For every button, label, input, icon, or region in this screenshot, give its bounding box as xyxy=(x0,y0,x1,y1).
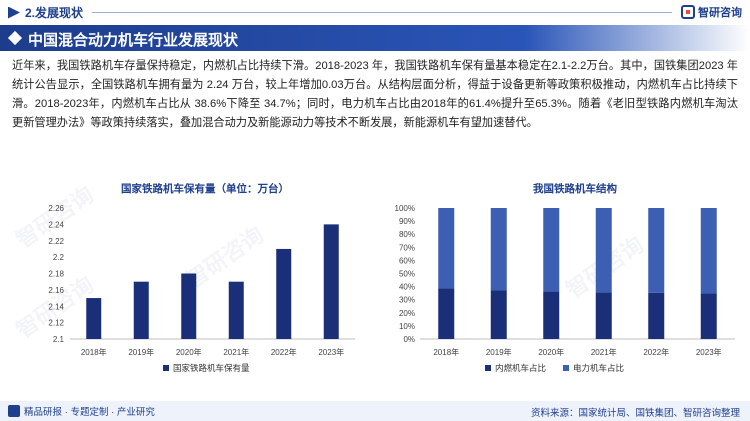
bar-segment xyxy=(595,292,612,339)
y-tick-label: 2.18 xyxy=(48,270,64,279)
y-tick-label: 2.2 xyxy=(53,253,65,262)
bar xyxy=(86,298,102,339)
legend-label: 国家铁路机车保有量 xyxy=(173,363,250,373)
bar-segment xyxy=(543,208,560,292)
brand-name: 智研咨询 xyxy=(698,7,742,19)
y-tick-label: 10% xyxy=(399,322,415,331)
bar-segment xyxy=(700,293,717,339)
divider xyxy=(92,12,672,13)
x-tick-label: 2022年 xyxy=(271,347,297,357)
y-tick-label: 20% xyxy=(399,309,415,318)
x-tick-label: 2020年 xyxy=(176,347,202,357)
x-tick-label: 2021年 xyxy=(223,347,249,357)
brand-logo-icon xyxy=(681,5,695,19)
legend-swatch xyxy=(163,365,169,371)
x-tick-label: 2018年 xyxy=(433,347,459,357)
y-tick-label: 2.16 xyxy=(48,286,64,295)
bar-segment xyxy=(438,208,455,289)
x-tick-label: 2019年 xyxy=(128,347,154,357)
x-tick-label: 2021年 xyxy=(591,347,617,357)
x-tick-label: 2023年 xyxy=(696,347,722,357)
x-tick-label: 2018年 xyxy=(81,347,107,357)
footer-left: 精品研报 · 专题定制 · 产业研究 xyxy=(8,404,155,418)
bar xyxy=(181,273,197,339)
legend-label: 电力机车占比 xyxy=(573,363,624,373)
bar-segment xyxy=(490,208,507,291)
bar-segment xyxy=(648,292,665,339)
y-tick-label: 90% xyxy=(399,217,415,226)
bar-segment xyxy=(438,288,455,339)
y-tick-label: 2.14 xyxy=(48,302,64,311)
bar-segment xyxy=(648,208,665,293)
body-paragraph: 近年来，我国铁路机车存量保持稳定，内燃机占比持续下滑。2018-2023 年，我… xyxy=(12,60,738,129)
source-note: 资料来源：国家统计局、国铁集团、智研咨询整理 xyxy=(530,408,740,419)
y-tick-label: 100% xyxy=(395,204,415,213)
top-bar: 2.发展现状 智研咨询 xyxy=(0,0,750,24)
bar xyxy=(323,224,339,339)
y-tick-label: 2.22 xyxy=(48,237,64,246)
legend-swatch xyxy=(485,365,491,371)
y-tick-label: 60% xyxy=(399,256,415,265)
bar-segment xyxy=(490,290,507,339)
legend-swatch xyxy=(563,365,569,371)
bar-segment xyxy=(543,291,560,339)
x-tick-label: 2020年 xyxy=(538,347,564,357)
section-label: 2.发展现状 xyxy=(25,6,84,20)
y-tick-label: 2.24 xyxy=(48,220,64,229)
y-tick-label: 80% xyxy=(399,230,415,239)
legend-label: 内燃机车占比 xyxy=(495,363,546,373)
bar xyxy=(133,281,149,339)
page-title: 中国混合动力机车行业发展现状 xyxy=(28,32,239,49)
bar xyxy=(228,281,244,339)
brand: 智研咨询 xyxy=(681,4,742,20)
y-tick-label: 30% xyxy=(399,296,415,305)
y-tick-label: 50% xyxy=(399,270,415,279)
y-tick-label: 2.12 xyxy=(48,319,64,328)
x-tick-label: 2022年 xyxy=(643,347,669,357)
chart-title-left: 国家铁路机车保有量（单位：万台） xyxy=(121,183,289,195)
bar-segment xyxy=(595,208,612,293)
section-tag: 2.发展现状 xyxy=(8,4,83,21)
bar-segment xyxy=(700,208,717,294)
y-tick-label: 2.26 xyxy=(48,204,64,213)
title-bar: 中国混合动力机车行业发展现状 xyxy=(0,25,750,51)
y-tick-label: 40% xyxy=(399,283,415,292)
footer: 精品研报 · 专题定制 · 产业研究 资料来源：国家统计局、国铁集团、智研咨询整… xyxy=(0,401,750,421)
y-tick-label: 70% xyxy=(399,243,415,252)
footer-slogan: 精品研报 · 专题定制 · 产业研究 xyxy=(24,407,155,418)
x-tick-label: 2019年 xyxy=(486,347,512,357)
y-tick-label: 2.1 xyxy=(53,335,65,344)
chart-title-right: 我国铁路机车结构 xyxy=(533,183,617,195)
bar xyxy=(276,248,292,339)
y-tick-label: 0% xyxy=(403,335,415,344)
x-tick-label: 2023年 xyxy=(318,347,344,357)
report-icon xyxy=(8,405,20,417)
